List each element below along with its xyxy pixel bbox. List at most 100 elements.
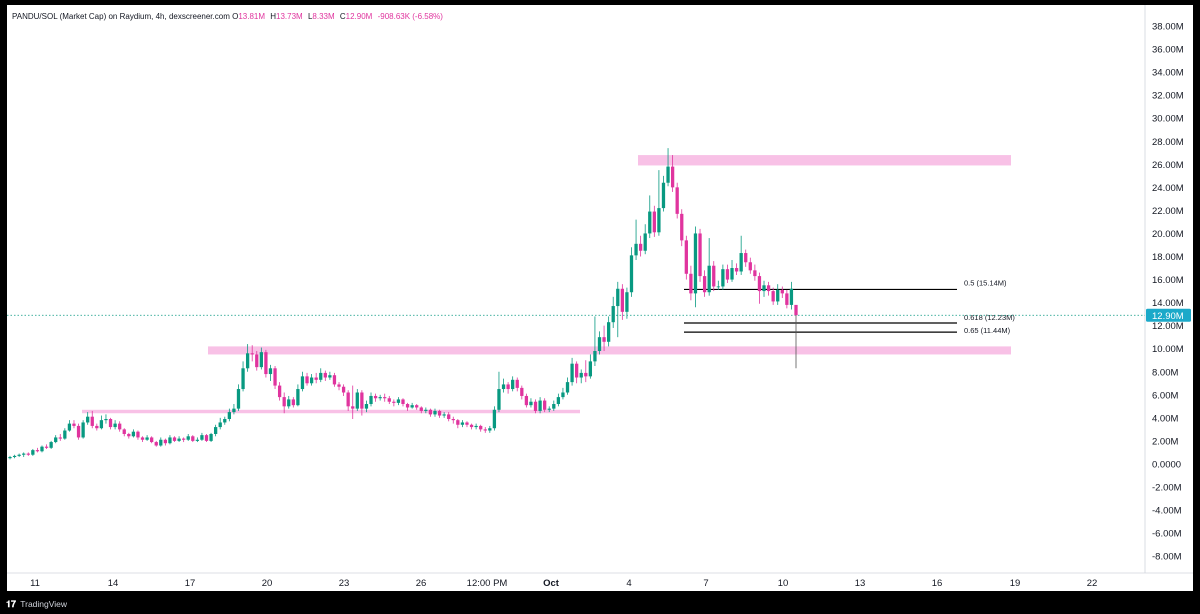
candle bbox=[172, 436, 177, 443]
price-chart[interactable]: 0.5 (15.14M)0.618 (12.23M)0.65 (11.44M) … bbox=[7, 5, 1193, 591]
candle bbox=[282, 392, 286, 414]
candle bbox=[652, 205, 656, 237]
candle bbox=[26, 452, 30, 456]
candle bbox=[748, 257, 752, 274]
candle bbox=[337, 382, 341, 391]
candle bbox=[533, 399, 538, 414]
price-tick-label: 0.0000 bbox=[1152, 459, 1181, 470]
tradingview-logo-icon[interactable]: 𝟏𝟕 bbox=[6, 599, 17, 609]
candle bbox=[8, 455, 12, 460]
candle bbox=[584, 360, 588, 383]
candle bbox=[419, 406, 423, 414]
candle bbox=[35, 447, 40, 453]
candle bbox=[351, 385, 355, 420]
candle bbox=[479, 424, 483, 432]
candle bbox=[378, 394, 382, 401]
price-axis-labels: 38.00M 36.00M 34.00M 32.00M 30.00M 28.00M 26.0… bbox=[1152, 22, 1184, 563]
candle bbox=[702, 270, 707, 297]
candle bbox=[616, 281, 620, 338]
price-tick-label: 36.00M bbox=[1152, 45, 1184, 56]
candle bbox=[300, 371, 305, 392]
candle bbox=[520, 385, 524, 400]
candle bbox=[277, 382, 282, 401]
time-tick-label: 14 bbox=[108, 578, 119, 589]
price-tick-label: 28.00M bbox=[1152, 137, 1184, 148]
candle bbox=[634, 219, 638, 260]
price-tick-label: 14.00M bbox=[1152, 298, 1184, 309]
time-tick-label: 26 bbox=[416, 578, 427, 589]
candle bbox=[561, 387, 565, 400]
candle bbox=[44, 444, 49, 449]
candle bbox=[442, 412, 446, 418]
candle bbox=[200, 432, 204, 441]
close-value: 12.90M bbox=[345, 12, 373, 21]
candle bbox=[250, 345, 254, 362]
candle bbox=[780, 286, 784, 298]
price-tick-label: 18.00M bbox=[1152, 252, 1184, 263]
price-tick-label: 2.00M bbox=[1152, 436, 1178, 447]
candle bbox=[757, 272, 762, 304]
candle bbox=[556, 393, 561, 407]
candle bbox=[451, 416, 455, 424]
candle bbox=[159, 437, 163, 447]
candle bbox=[182, 437, 186, 443]
candle bbox=[670, 155, 675, 192]
price-tick-label: -2.00M bbox=[1152, 483, 1182, 494]
close-label: C bbox=[339, 12, 346, 21]
candle bbox=[465, 421, 469, 428]
candle bbox=[552, 400, 556, 411]
price-tick-label: 22.00M bbox=[1152, 206, 1184, 217]
candle bbox=[236, 384, 241, 411]
brand-name[interactable]: TradingView bbox=[20, 599, 68, 609]
candle bbox=[620, 284, 624, 320]
candle bbox=[638, 235, 643, 257]
candle bbox=[447, 412, 451, 422]
candle bbox=[305, 372, 309, 386]
candle bbox=[657, 170, 661, 236]
candle bbox=[661, 175, 666, 212]
fib-level-label: 0.65 (11.44M) bbox=[964, 326, 1011, 335]
chart-panel[interactable]: 0.5 (15.14M) 0.618 (12.23M) 0.65 (11.44M) … bbox=[7, 5, 1193, 591]
candle bbox=[524, 393, 529, 408]
candle bbox=[753, 264, 757, 281]
time-axis-labels: 11 14 17 20 23 26 12:00 PM Oct 4 7 10 13 16 19 22 bbox=[30, 578, 1097, 589]
last-price-badge-label: 12.90M bbox=[1152, 311, 1184, 322]
time-tick-label: 11 bbox=[30, 578, 40, 589]
time-tick-label: 20 bbox=[262, 578, 273, 589]
candle bbox=[209, 432, 213, 443]
candle bbox=[195, 437, 200, 443]
price-tick-label: 26.00M bbox=[1152, 160, 1184, 171]
candle bbox=[40, 445, 44, 453]
price-tick-label: 20.00M bbox=[1152, 229, 1184, 240]
candle bbox=[145, 435, 149, 441]
symbol-title[interactable]: PANDU/SOL (Market Cap) on Raydium, 4h, d… bbox=[12, 12, 230, 21]
candle bbox=[721, 264, 725, 290]
price-axis-area[interactable] bbox=[1145, 5, 1193, 573]
candle bbox=[588, 354, 593, 379]
candle bbox=[689, 265, 693, 301]
candle bbox=[707, 238, 711, 296]
candle bbox=[410, 402, 414, 409]
candle bbox=[22, 452, 26, 458]
candle bbox=[218, 417, 222, 430]
candle bbox=[186, 433, 190, 441]
candle bbox=[49, 440, 53, 449]
fibonacci-levels: 0.5 (15.14M) 0.618 (12.23M) 0.65 (11.44M) bbox=[684, 278, 1015, 335]
candle bbox=[76, 423, 81, 440]
candle bbox=[734, 263, 739, 275]
candle bbox=[17, 453, 21, 458]
candle bbox=[483, 427, 487, 433]
candle bbox=[401, 398, 405, 407]
time-tick-label: Oct bbox=[543, 578, 560, 589]
price-tick-label: -4.00M bbox=[1152, 506, 1182, 517]
price-tick-label: 30.00M bbox=[1152, 114, 1184, 125]
candle bbox=[291, 397, 295, 408]
candle bbox=[492, 406, 497, 431]
price-zone bbox=[638, 155, 1011, 166]
time-tick-label: 12:00 PM bbox=[467, 578, 508, 589]
ohlc-legend: PANDU/SOL (Market Cap) on Raydium, 4h, d… bbox=[12, 12, 446, 21]
candle bbox=[698, 228, 702, 282]
candle bbox=[346, 390, 350, 411]
candle bbox=[323, 370, 327, 381]
candlestick-series bbox=[8, 148, 798, 460]
